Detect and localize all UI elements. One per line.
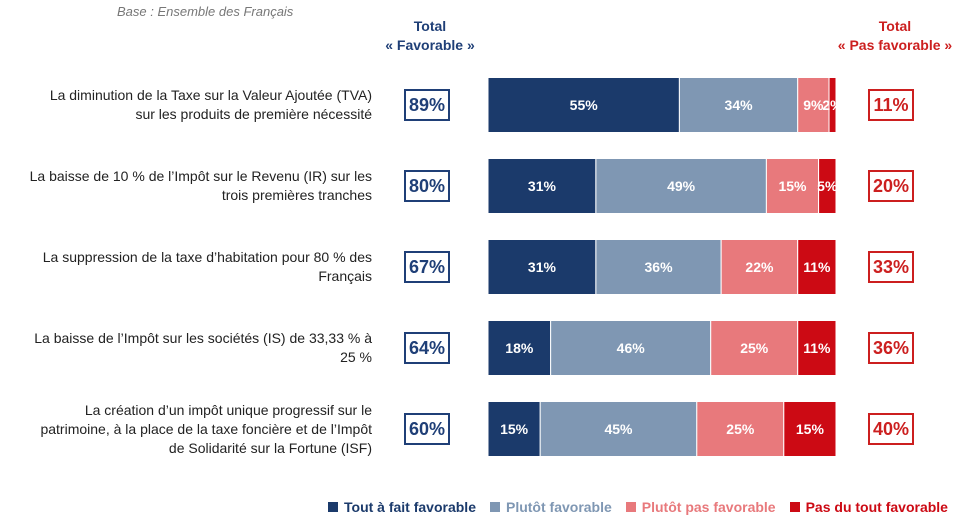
bar-label-plutot-favorable: 34% bbox=[725, 97, 754, 113]
row-label: La suppression de la taxe d’habitation p… bbox=[0, 248, 372, 286]
bar-label-tout-a-fait: 31% bbox=[528, 178, 557, 194]
legend-swatch-pas-du-tout bbox=[789, 502, 800, 512]
bar-label-pas-du-tout: 11% bbox=[803, 259, 831, 275]
row-label: La diminution de la Taxe sur la Valeur A… bbox=[0, 86, 372, 124]
total-favorable-box: 80% bbox=[404, 170, 450, 202]
bar-segment-plutot-favorable bbox=[595, 158, 767, 214]
row-label-line: patrimoine, à la place de la taxe fonciè… bbox=[40, 420, 372, 437]
row-label-line: La baisse de 10 % de l’Impôt sur le Reve… bbox=[29, 168, 372, 184]
row-label-line: La diminution de la Taxe sur la Valeur A… bbox=[49, 87, 372, 103]
row-label-line: trois premières tranches bbox=[221, 187, 372, 203]
bar-label-plutot-pas: 15% bbox=[778, 178, 807, 194]
bar-label-pas-du-tout: 5% bbox=[817, 178, 838, 194]
total-pas-favorable-box: 11% bbox=[868, 89, 914, 121]
row-label: La création d’un impôt unique progressif… bbox=[0, 401, 372, 458]
legend-label-pas-du-tout: Pas du tout favorable bbox=[805, 499, 948, 515]
row-label: La baisse de l’Impôt sur les sociétés (I… bbox=[0, 329, 372, 367]
bar-segment-plutot-pas bbox=[720, 239, 799, 295]
bar-segment-tout-a-fait bbox=[487, 320, 552, 376]
bar-segment-plutot-pas bbox=[696, 401, 785, 457]
bar-label-pas-du-tout: 2% bbox=[822, 97, 843, 113]
legend-item-plutot-pas: Plutôt pas favorable bbox=[625, 499, 776, 515]
bar-segment-tout-a-fait bbox=[487, 401, 541, 457]
legend-label-tout-a-fait: Tout à fait favorable bbox=[344, 499, 476, 515]
legend-swatch-plutot-pas bbox=[625, 502, 636, 512]
header-total-pas-favorable-line2: « Pas favorable » bbox=[837, 37, 953, 53]
legend-swatch-plutot-favorable bbox=[489, 502, 500, 512]
bar-segment-plutot-favorable bbox=[678, 77, 799, 133]
row-label-line: La baisse de l’Impôt sur les sociétés (I… bbox=[34, 330, 372, 346]
base-note: Base : Ensemble des Français bbox=[117, 4, 294, 19]
legend-label-plutot-favorable: Plutôt favorable bbox=[505, 499, 612, 515]
bar-label-tout-a-fait: 55% bbox=[570, 97, 599, 113]
header-total-pas-favorable-line1: Total bbox=[878, 18, 912, 34]
header-total-favorable: Total « Favorable » bbox=[368, 17, 492, 55]
bar-segment-pas-du-tout bbox=[797, 320, 837, 376]
row-label-line: 25 % bbox=[340, 349, 372, 365]
bar-segment-plutot-favorable bbox=[550, 320, 712, 376]
row-label: La baisse de 10 % de l’Impôt sur le Reve… bbox=[0, 167, 372, 205]
bar-segment-pas-du-tout bbox=[797, 239, 837, 295]
bar-label-plutot-pas: 9% bbox=[803, 97, 824, 113]
bar-label-plutot-pas: 25% bbox=[740, 340, 769, 356]
total-pas-favorable-box: 20% bbox=[868, 170, 914, 202]
total-favorable-box: 89% bbox=[404, 89, 450, 121]
bar-label-plutot-favorable: 45% bbox=[604, 421, 633, 437]
legend-swatch-tout-a-fait bbox=[328, 502, 338, 512]
bar-label-tout-a-fait: 15% bbox=[500, 421, 529, 437]
bar-segment-tout-a-fait bbox=[487, 239, 597, 295]
legend-item-plutot-favorable: Plutôt favorable bbox=[489, 499, 612, 515]
bar-segment-pas-du-tout bbox=[783, 401, 837, 457]
total-pas-favorable-box: 36% bbox=[868, 332, 914, 364]
total-favorable-box: 67% bbox=[404, 251, 450, 283]
bar-label-tout-a-fait: 18% bbox=[505, 340, 534, 356]
legend-item-pas-du-tout: Pas du tout favorable bbox=[789, 499, 948, 515]
row-label-line: La suppression de la taxe d’habitation p… bbox=[42, 249, 372, 265]
bar-label-plutot-pas: 25% bbox=[726, 421, 755, 437]
bar-label-plutot-favorable: 49% bbox=[667, 178, 696, 194]
row-label-line: de Solidarité sur la Fortune (ISF) bbox=[168, 439, 372, 456]
legend-label-plutot-pas: Plutôt pas favorable bbox=[641, 499, 776, 515]
bar-segment-pas-du-tout bbox=[828, 77, 837, 133]
total-pas-favorable-box: 33% bbox=[868, 251, 914, 283]
total-favorable-box: 60% bbox=[404, 413, 450, 445]
bar-label-tout-a-fait: 31% bbox=[528, 259, 557, 275]
bar-label-pas-du-tout: 15% bbox=[796, 421, 825, 437]
bar-label-plutot-favorable: 36% bbox=[645, 259, 674, 275]
legend: Tout à fait favorable Plutôt favorable P… bbox=[328, 499, 948, 515]
row-label-line: sur les produits de première nécessité bbox=[135, 106, 372, 122]
header-total-pas-favorable: Total « Pas favorable » bbox=[830, 17, 958, 55]
row-label-line: La création d’un impôt unique progressif… bbox=[84, 401, 372, 418]
header-total-favorable-line2: « Favorable » bbox=[385, 37, 475, 53]
total-favorable-box: 64% bbox=[404, 332, 450, 364]
bar-segment-plutot-favorable bbox=[595, 239, 722, 295]
bar-label-plutot-pas: 22% bbox=[745, 259, 774, 275]
row-label-line: Français bbox=[318, 268, 372, 284]
header-total-favorable-line1: Total bbox=[413, 18, 447, 34]
bar-segment-plutot-favorable bbox=[539, 401, 698, 457]
bar-segment-pas-du-tout bbox=[818, 158, 837, 214]
bar-segment-tout-a-fait bbox=[487, 158, 597, 214]
total-pas-favorable-box: 40% bbox=[868, 413, 914, 445]
bar-segment-plutot-pas bbox=[710, 320, 799, 376]
bar-label-pas-du-tout: 11% bbox=[803, 340, 831, 356]
legend-item-tout-a-fait: Tout à fait favorable bbox=[328, 499, 476, 515]
bar-label-plutot-favorable: 46% bbox=[617, 340, 646, 356]
